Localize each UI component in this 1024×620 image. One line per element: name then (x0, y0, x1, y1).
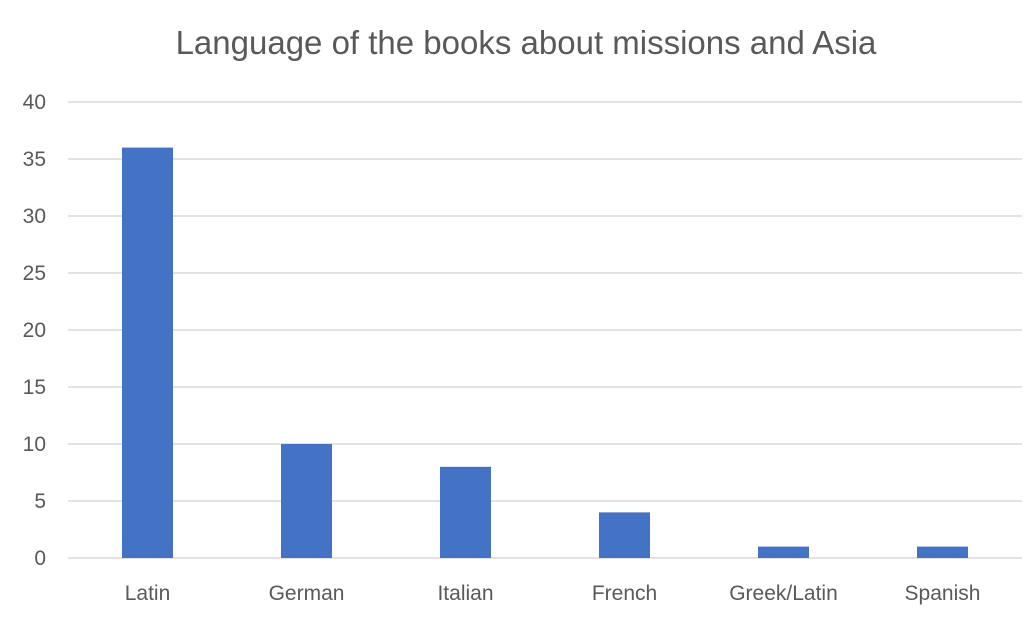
x-tick-label: Italian (437, 582, 493, 605)
bar-german (281, 444, 332, 558)
y-tick-label: 35 (23, 148, 46, 171)
x-tick-label: Latin (125, 582, 171, 605)
x-tick-label: Spanish (905, 582, 981, 605)
bar-spanish (917, 546, 968, 558)
y-tick-label: 0 (34, 547, 46, 570)
y-tick-label: 40 (23, 91, 46, 114)
x-tick-label: French (592, 582, 657, 605)
bar-italian (440, 466, 491, 558)
bars (122, 147, 968, 558)
y-tick-label: 25 (23, 262, 46, 285)
bar-latin (122, 147, 173, 558)
y-axis-ticks: 0 5 10 15 20 25 30 35 40 (23, 91, 46, 570)
x-tick-label: Greek/Latin (729, 582, 838, 605)
y-tick-label: 15 (23, 376, 46, 399)
gridlines (68, 101, 1022, 559)
y-tick-label: 30 (23, 205, 46, 228)
y-tick-label: 5 (34, 490, 46, 513)
y-tick-label: 10 (23, 433, 46, 456)
x-axis-ticks: Latin German Italian French Greek/Latin Spani… (125, 582, 981, 605)
chart-title: Language of the books about missions and… (176, 24, 877, 61)
x-tick-label: German (269, 582, 345, 605)
bar-french (599, 512, 650, 558)
bar-greek-latin (758, 546, 809, 558)
y-tick-label: 20 (23, 319, 46, 342)
